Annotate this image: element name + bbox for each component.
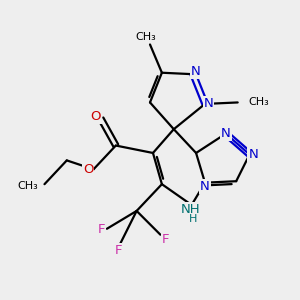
Text: CH₃: CH₃ — [135, 32, 156, 42]
Text: CH₃: CH₃ — [18, 181, 38, 191]
Text: NH: NH — [180, 203, 200, 216]
Text: N: N — [200, 180, 210, 193]
Text: N: N — [204, 97, 213, 110]
Text: F: F — [115, 244, 122, 257]
Text: O: O — [83, 163, 93, 176]
Text: N: N — [190, 65, 200, 78]
Text: O: O — [90, 110, 101, 123]
Text: H: H — [189, 214, 197, 224]
Text: CH₃: CH₃ — [248, 98, 269, 107]
Text: F: F — [98, 223, 105, 236]
Text: N: N — [221, 127, 231, 140]
Text: N: N — [248, 148, 258, 161]
Text: F: F — [162, 233, 169, 246]
